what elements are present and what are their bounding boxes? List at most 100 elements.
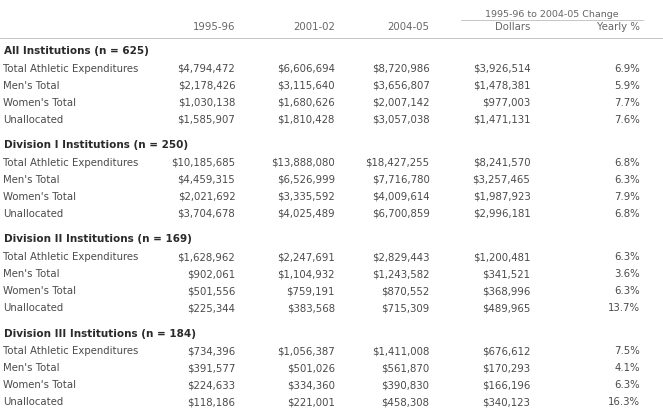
Text: $561,870: $561,870	[381, 363, 430, 374]
Text: 1995-96: 1995-96	[193, 22, 235, 32]
Text: $2,007,142: $2,007,142	[372, 98, 430, 108]
Text: $1,056,387: $1,056,387	[277, 346, 335, 356]
Text: $13,888,080: $13,888,080	[271, 158, 335, 168]
Text: $489,965: $489,965	[482, 303, 530, 313]
Text: $3,704,678: $3,704,678	[178, 209, 235, 219]
Text: Unallocated: Unallocated	[3, 397, 64, 407]
Text: $10,185,685: $10,185,685	[171, 158, 235, 168]
Text: $2,247,691: $2,247,691	[277, 252, 335, 262]
Text: Division II Institutions (n = 169): Division II Institutions (n = 169)	[5, 234, 192, 244]
Text: $8,241,570: $8,241,570	[473, 158, 530, 168]
Text: $1,628,962: $1,628,962	[178, 252, 235, 262]
Text: 7.7%: 7.7%	[614, 98, 640, 108]
Text: Division III Institutions (n = 184): Division III Institutions (n = 184)	[5, 328, 196, 339]
Text: 7.9%: 7.9%	[614, 192, 640, 202]
Text: $501,556: $501,556	[187, 286, 235, 296]
Text: $1,471,131: $1,471,131	[473, 115, 530, 125]
Text: $225,344: $225,344	[188, 303, 235, 313]
Text: $977,003: $977,003	[482, 98, 530, 108]
Text: 7.5%: 7.5%	[614, 346, 640, 356]
Text: 2001-02: 2001-02	[293, 22, 335, 32]
Text: Unallocated: Unallocated	[3, 209, 64, 219]
Text: Total Athletic Expenditures: Total Athletic Expenditures	[3, 64, 139, 74]
Text: $6,700,859: $6,700,859	[372, 209, 430, 219]
Text: 16.3%: 16.3%	[608, 397, 640, 407]
Text: 1995-96 to 2004-05 Change: 1995-96 to 2004-05 Change	[485, 10, 619, 19]
Text: 6.3%: 6.3%	[614, 252, 640, 262]
Text: 6.3%: 6.3%	[614, 175, 640, 185]
Text: $902,061: $902,061	[187, 269, 235, 279]
Text: $1,030,138: $1,030,138	[178, 98, 235, 108]
Text: 6.3%: 6.3%	[614, 381, 640, 390]
Text: Total Athletic Expenditures: Total Athletic Expenditures	[3, 158, 139, 168]
Text: Men's Total: Men's Total	[3, 269, 60, 279]
Text: $6,606,694: $6,606,694	[277, 64, 335, 74]
Text: $4,459,315: $4,459,315	[178, 175, 235, 185]
Text: All Institutions (n = 625): All Institutions (n = 625)	[5, 46, 149, 56]
Text: Women's Total: Women's Total	[3, 192, 76, 202]
Text: Unallocated: Unallocated	[3, 115, 64, 125]
Text: 4.1%: 4.1%	[615, 363, 640, 374]
Text: $2,021,692: $2,021,692	[178, 192, 235, 202]
Text: Women's Total: Women's Total	[3, 286, 76, 296]
Text: Women's Total: Women's Total	[3, 381, 76, 390]
Text: 6.8%: 6.8%	[614, 158, 640, 168]
Text: $759,191: $759,191	[286, 286, 335, 296]
Text: $3,057,038: $3,057,038	[372, 115, 430, 125]
Text: $334,360: $334,360	[287, 381, 335, 390]
Text: $2,178,426: $2,178,426	[178, 81, 235, 91]
Text: $3,115,640: $3,115,640	[277, 81, 335, 91]
Text: $3,926,514: $3,926,514	[473, 64, 530, 74]
Text: 5.9%: 5.9%	[614, 81, 640, 91]
Text: 6.3%: 6.3%	[614, 286, 640, 296]
Text: $391,577: $391,577	[187, 363, 235, 374]
Text: $6,526,999: $6,526,999	[276, 175, 335, 185]
Text: $3,257,465: $3,257,465	[473, 175, 530, 185]
Text: Men's Total: Men's Total	[3, 81, 60, 91]
Text: $390,830: $390,830	[382, 381, 430, 390]
Text: $224,633: $224,633	[188, 381, 235, 390]
Text: $170,293: $170,293	[482, 363, 530, 374]
Text: $1,104,932: $1,104,932	[277, 269, 335, 279]
Text: $3,335,592: $3,335,592	[277, 192, 335, 202]
Text: $715,309: $715,309	[381, 303, 430, 313]
Text: 2004-05: 2004-05	[388, 22, 430, 32]
Text: Total Athletic Expenditures: Total Athletic Expenditures	[3, 346, 139, 356]
Text: $676,612: $676,612	[482, 346, 530, 356]
Text: $7,716,780: $7,716,780	[372, 175, 430, 185]
Text: $383,568: $383,568	[286, 303, 335, 313]
Text: Men's Total: Men's Total	[3, 175, 60, 185]
Text: $870,552: $870,552	[381, 286, 430, 296]
Text: $118,186: $118,186	[188, 397, 235, 407]
Text: Women's Total: Women's Total	[3, 98, 76, 108]
Text: $1,200,481: $1,200,481	[473, 252, 530, 262]
Text: $3,656,807: $3,656,807	[372, 81, 430, 91]
Text: $4,794,472: $4,794,472	[178, 64, 235, 74]
Text: 7.6%: 7.6%	[614, 115, 640, 125]
Text: $4,025,489: $4,025,489	[277, 209, 335, 219]
Text: $458,308: $458,308	[382, 397, 430, 407]
Text: 3.6%: 3.6%	[614, 269, 640, 279]
Text: $221,001: $221,001	[287, 397, 335, 407]
Text: Men's Total: Men's Total	[3, 363, 60, 374]
Text: $18,427,255: $18,427,255	[365, 158, 430, 168]
Text: $1,987,923: $1,987,923	[473, 192, 530, 202]
Text: $166,196: $166,196	[482, 381, 530, 390]
Text: $368,996: $368,996	[482, 286, 530, 296]
Text: $1,411,008: $1,411,008	[372, 346, 430, 356]
Text: Total Athletic Expenditures: Total Athletic Expenditures	[3, 252, 139, 262]
Text: $1,478,381: $1,478,381	[473, 81, 530, 91]
Text: $734,396: $734,396	[187, 346, 235, 356]
Text: $1,585,907: $1,585,907	[178, 115, 235, 125]
Text: $1,243,582: $1,243,582	[372, 269, 430, 279]
Text: Unallocated: Unallocated	[3, 303, 64, 313]
Text: $341,521: $341,521	[483, 269, 530, 279]
Text: $1,680,626: $1,680,626	[277, 98, 335, 108]
Text: 13.7%: 13.7%	[608, 303, 640, 313]
Text: 6.9%: 6.9%	[614, 64, 640, 74]
Text: $1,810,428: $1,810,428	[277, 115, 335, 125]
Text: Division I Institutions (n = 250): Division I Institutions (n = 250)	[5, 140, 188, 150]
Text: Yearly %: Yearly %	[597, 22, 640, 32]
Text: Dollars: Dollars	[495, 22, 530, 32]
Text: $2,996,181: $2,996,181	[473, 209, 530, 219]
